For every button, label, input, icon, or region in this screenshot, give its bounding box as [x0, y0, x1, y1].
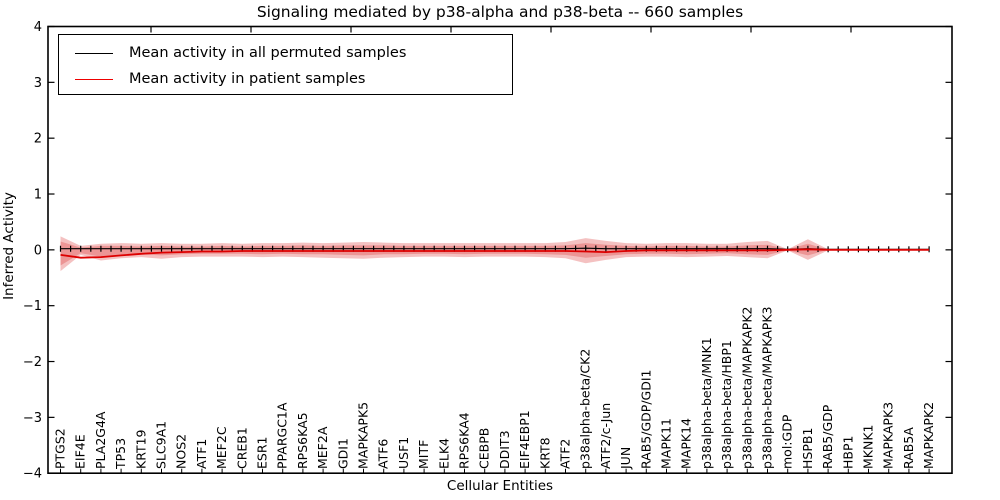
x-tick-label: ESR1 [255, 437, 270, 469]
x-tick-label: USF1 [396, 437, 411, 469]
y-tick-label: 4 [34, 20, 42, 35]
legend-entry-patient: Mean activity in patient samples [59, 66, 512, 92]
x-tick-label: GDI1 [335, 438, 350, 469]
x-tick-label: EIF4E [73, 434, 88, 469]
legend: Mean activity in all permuted samples Me… [58, 34, 513, 95]
legend-line-sample-red [75, 78, 113, 80]
x-tick-label: RPS6KA5 [295, 412, 310, 469]
x-tick-label: MAPKAPK5 [356, 402, 371, 469]
x-axis-label: Cellular Entities [446, 478, 554, 494]
x-tick-label: MKNK1 [861, 425, 876, 469]
x-tick-label: KRT8 [537, 437, 552, 469]
legend-line-sample-black [75, 52, 113, 54]
x-tick-label: SLC9A1 [154, 421, 169, 469]
legend-label: Mean activity in patient samples [129, 71, 366, 87]
y-tick-label: 3 [34, 76, 42, 91]
x-tick-label: MAPKAPK3 [881, 402, 896, 469]
mean-line-patient [60, 248, 930, 259]
x-tick-label: ATF1 [194, 439, 209, 469]
x-tick-label: RAB5A [901, 427, 916, 469]
x-tick-label: EIF4EBP1 [517, 410, 532, 469]
y-tick-label: −4 [23, 467, 42, 482]
x-tick-label: ATF2 [558, 439, 573, 469]
y-axis-label: Inferred Activity [1, 192, 17, 300]
x-tick-label: RPS6KA4 [457, 412, 472, 469]
y-tick-label: 1 [34, 188, 42, 203]
x-tick-label: ATF6 [376, 439, 391, 469]
confidence-band-outer [60, 236, 930, 272]
x-tick-label: MAPKAPK2 [921, 402, 936, 469]
x-tick-label: RAB5/GDP [820, 404, 835, 469]
y-tick-label: −2 [23, 355, 42, 370]
chart-title: Signaling mediated by p38-alpha and p38-… [256, 3, 744, 21]
x-tick-label: TP53 [113, 438, 128, 470]
x-tick-label: RAB5/GDP/GDI1 [638, 370, 653, 469]
x-tick-label: MAPK14 [679, 418, 694, 469]
legend-label: Mean activity in all permuted samples [129, 45, 407, 61]
x-tick-label: PLA2G4A [93, 411, 108, 469]
x-tick-label: MITF [416, 440, 431, 469]
x-tick-label: PPARGC1A [275, 402, 290, 469]
y-tick-label: 2 [34, 132, 42, 147]
x-tick-label: CREB1 [234, 427, 249, 469]
x-tick-label: KRT19 [133, 429, 148, 469]
x-tick-label: p38alpha-beta/MAPKAPK3 [760, 307, 775, 470]
x-tick-label: PTGS2 [53, 428, 68, 469]
x-tick-label: HBP1 [840, 436, 855, 469]
x-tick-label: ATF2/c-Jun [598, 403, 613, 469]
x-tick-label: HSPB1 [800, 428, 815, 469]
x-tick-label: mol:GDP [780, 414, 795, 469]
x-tick-label: JUN [618, 447, 633, 470]
x-tick-label: p38alpha-beta/CK2 [578, 349, 593, 469]
x-tick-label: NOS2 [174, 434, 189, 469]
x-tick-label: p38alpha-beta/MNK1 [699, 337, 714, 469]
x-tick-label: MEF2A [315, 426, 330, 469]
confidence-band-inner [60, 241, 930, 266]
x-tick-label: DDIT3 [497, 430, 512, 469]
x-tick-label: ELK4 [436, 438, 451, 469]
y-tick-label: −1 [23, 299, 42, 314]
y-tick-label: −3 [23, 411, 42, 426]
x-tick-label: p38alpha-beta/MAPKAPK2 [739, 307, 754, 470]
x-tick-label: CEBPB [477, 428, 492, 469]
x-tick-label: p38alpha-beta/HBP1 [719, 340, 734, 469]
x-tick-label: MAPK11 [659, 418, 674, 469]
y-tick-label: 0 [34, 243, 42, 258]
x-tick-label: MEF2C [214, 426, 229, 469]
legend-entry-permuted: Mean activity in all permuted samples [59, 40, 512, 66]
